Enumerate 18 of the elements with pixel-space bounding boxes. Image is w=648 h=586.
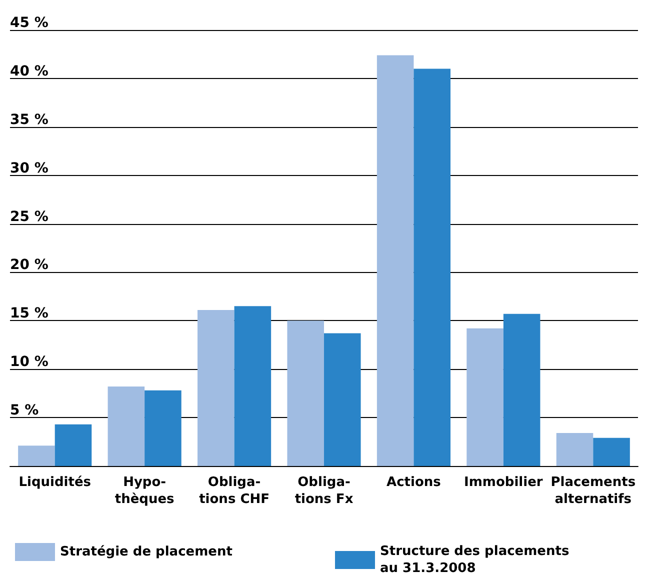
y-tick-label: 15 % — [10, 306, 48, 322]
x-tick-label: Actions — [386, 475, 442, 490]
x-tick-label: Obliga- tions CHF — [199, 475, 270, 507]
x-tick-label: Hypo- thèques — [114, 475, 175, 507]
y-tick-label: 45 % — [10, 15, 48, 31]
legend-label: Stratégie de placement — [60, 544, 232, 560]
x-tick-label: Placements alternatifs — [550, 475, 636, 507]
y-tick-label: 10 % — [10, 354, 48, 370]
y-tick-label: 20 % — [10, 257, 48, 274]
y-tick-label: 40 % — [10, 63, 48, 80]
x-tick-label: Immobilier — [464, 475, 544, 490]
x-tick-label: Obliga- tions Fx — [294, 475, 354, 507]
y-tick-label: 5 % — [10, 402, 39, 419]
y-tick-label: 35 % — [10, 112, 48, 128]
y-tick-label: 25 % — [10, 208, 48, 225]
legend-label: Structure des placements au 31.3.2008 — [380, 544, 570, 576]
x-tick-label: Liquidités — [18, 475, 92, 490]
y-tick-label: 30 % — [10, 160, 48, 176]
